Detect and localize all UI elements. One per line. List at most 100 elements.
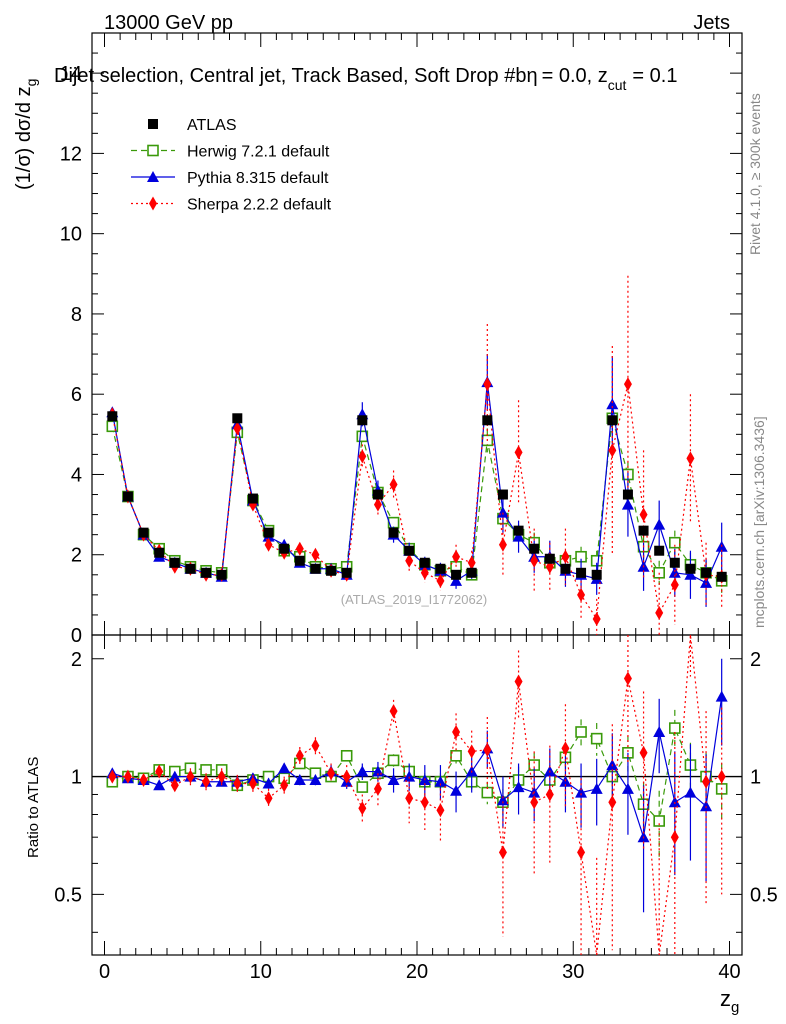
ratio-herwig-point [356,781,369,793]
ratio-pythia-point [450,784,463,796]
main-atlas-point [638,525,649,536]
main-sherpa-point [233,421,242,436]
ratio-sherpa-point [436,803,445,818]
ratio-pythia-point [590,782,603,794]
ratio-pythia-point [434,775,447,787]
main-atlas-point [404,545,415,556]
ratio-pythia-point [309,773,322,785]
main-ytick-label: 6 [71,384,82,406]
legend-label: Sherpa 2.2.2 default [187,197,332,214]
main-atlas-point [247,493,258,504]
main-pythia-point [653,518,666,530]
main-atlas-point [576,567,587,578]
ratio-sherpa-point [561,741,570,756]
main-atlas-point [232,413,243,424]
title-sub: cut [608,77,627,93]
main-atlas-point [138,527,149,538]
ratio-ytick-label-right: 1 [750,767,761,789]
ratio-pythia-point [496,794,509,806]
main-pythia-point [700,576,713,588]
ratio-ytick-label-right: 2 [750,649,761,671]
main-pythia-point [668,566,681,578]
ratio-herwig-point [653,815,665,827]
ratio-sherpa-point [139,772,148,787]
ratio-pythia-point [715,690,728,702]
main-atlas-point [482,415,493,426]
ratio-sherpa-point [623,671,632,686]
ratio-sherpa-point [311,738,320,753]
main-sherpa-point [577,587,586,602]
ratio-pythia-point [653,725,666,737]
main-atlas-point [419,557,430,568]
ratio-herwig-point [340,749,353,762]
ratio-sherpa-point [483,742,492,757]
ratio-pythia-point [356,765,369,777]
main-atlas-point [294,555,305,566]
main-atlas-point [279,543,290,554]
main-sherpa-point [498,537,507,552]
header-left: 13000 GeV pp [104,12,233,34]
ratio-pythia-point [684,786,697,798]
main-sherpa-point [655,605,664,620]
ratio-sherpa-point [670,830,679,845]
main-sherpa-point [311,547,320,562]
main-sherpa-point [264,537,273,552]
ratio-pythia-point [512,781,525,793]
main-atlas-point [591,569,602,580]
legend-marker [147,144,159,157]
ratio-sherpa-point [358,801,367,816]
xtick-label: 20 [406,961,428,983]
main-atlas-point [716,571,727,582]
title-rest: = 0.0, z [542,65,608,87]
ratio-sherpa-point [420,795,429,810]
ratio-sherpa-point [452,724,461,739]
legend-label: Pythia 8.315 default [187,170,329,187]
main-atlas-point [122,491,133,502]
ratio-panel [92,634,742,956]
main-sherpa-point [358,449,367,464]
x-axis-label-text: z [720,986,731,1011]
header-right: Jets [693,12,730,34]
ratio-sherpa-point [217,769,226,784]
main-atlas-point [388,527,399,538]
ratio-sherpa-point [327,766,336,781]
ratio-sherpa-point [467,744,476,759]
ratio-sherpa-point [373,781,382,796]
main-sherpa-point [561,549,570,564]
ratio-sherpa-point [202,774,211,789]
ratio-pythia-point [293,773,306,785]
main-atlas-point [560,563,571,574]
main-atlas-point [326,565,337,576]
main-sherpa-point [452,549,461,564]
ratio-sherpa-point [405,791,414,806]
main-herwig-line [111,418,722,582]
ratio-sherpa-point [498,845,507,860]
ratio-sherpa-point [295,748,304,763]
xtick-label: 40 [718,961,740,983]
ratio-sherpa-point [108,769,117,784]
main-atlas-point [263,527,274,538]
legend: ATLAS Herwig 7.2.1 default Pythia 8.315 de… [131,117,332,214]
ratio-ylabel: Ratio to ATLAS [25,757,42,858]
title-beta: η [526,65,537,87]
ratio-herwig-line [112,725,723,823]
main-ytick-label: 14 [60,63,82,85]
main-sherpa-point [623,377,632,392]
main-sherpa-point [436,573,445,588]
ratio-sherpa-point [342,769,351,784]
main-atlas-point [701,567,712,578]
title-end: = 0.1 [632,65,677,87]
main-sherpa-point [530,553,539,568]
main-atlas-point [357,415,368,426]
main-sherpa-point [670,577,679,592]
ratio-sherpa-point [545,787,554,802]
legend-marker [148,119,158,129]
main-ylabel: (1/σ) dσ/d zg [13,79,39,190]
ratio-sherpa-point [530,795,539,810]
ratio-pythia-point [668,796,681,808]
main-pythia-point [606,398,619,410]
main-pythia-point [621,498,634,510]
main-panel [106,275,728,635]
